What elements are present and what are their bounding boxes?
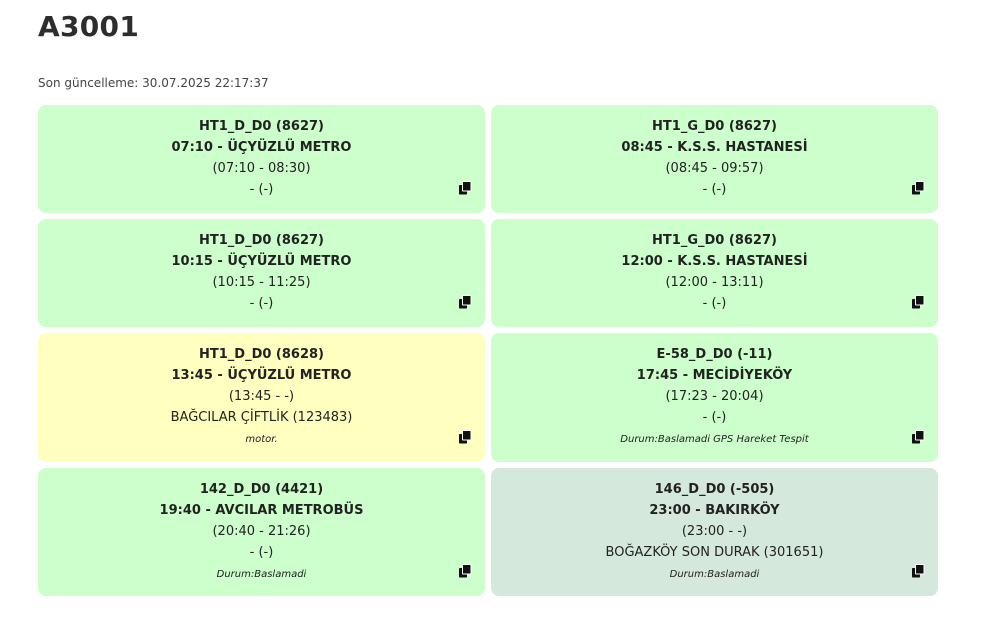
trip-time-range: (23:00 - -) [681,524,748,539]
trip-location: - (-) [249,545,274,560]
trip-time-range: (12:00 - 13:11) [665,275,764,290]
trip-card: HT1_G_D0 (8627) 12:00 - K.S.S. HASTANESİ… [491,219,938,327]
trip-code: 142_D_D0 (4421) [199,482,324,497]
trip-code: HT1_D_D0 (8627) [198,119,324,134]
trip-route: 13:45 - ÜÇYÜZLÜ METRO [171,368,352,383]
trip-time-range: (08:45 - 09:57) [665,161,764,176]
trip-card: 146_D_D0 (-505) 23:00 - BAKIRKÖY (23:00 … [491,468,938,596]
last-updated-text: Son güncelleme: 30.07.2025 22:17:37 [38,76,269,90]
copy-icon[interactable] [911,181,925,195]
trip-location: - (-) [249,182,274,197]
copy-icon[interactable] [911,430,925,444]
trip-card: E-58_D_D0 (-11) 17:45 - MECİDİYEKÖY (17:… [491,333,938,462]
trip-code: 146_D_D0 (-505) [654,482,775,497]
trip-status-note: motor. [245,434,278,445]
trip-location: BAĞCILAR ÇİFTLİK (123483) [170,410,353,425]
trip-card: HT1_D_D0 (8627) 10:15 - ÜÇYÜZLÜ METRO (1… [38,219,485,327]
trip-time-range: (07:10 - 08:30) [212,161,311,176]
copy-icon[interactable] [458,564,472,578]
trip-location: BOĞAZKÖY SON DURAK (301651) [605,545,824,560]
trip-card: HT1_G_D0 (8627) 08:45 - K.S.S. HASTANESİ… [491,105,938,213]
trip-location: - (-) [702,410,727,425]
page-title: A3001 [38,10,140,43]
trip-time-range: (20:40 - 21:26) [212,524,311,539]
copy-icon[interactable] [458,430,472,444]
trip-status-note: Durum:Baslamadi [669,569,760,580]
trip-code: E-58_D_D0 (-11) [656,347,773,362]
trip-location: - (-) [702,296,727,311]
trip-route: 17:45 - MECİDİYEKÖY [636,368,793,383]
copy-icon[interactable] [458,295,472,309]
copy-icon[interactable] [911,564,925,578]
trip-status-note: Durum:Baslamadi [216,569,307,580]
trip-code: HT1_G_D0 (8627) [652,119,777,134]
trip-route: 19:40 - AVCILAR METROBÜS [159,503,364,518]
trip-time-range: (10:15 - 11:25) [212,275,311,290]
trip-status-note: Durum:Baslamadi GPS Hareket Tespit [620,434,809,445]
trip-code: HT1_D_D0 (8628) [198,347,324,362]
trip-code: HT1_D_D0 (8627) [198,233,324,248]
trip-route: 23:00 - BAKIRKÖY [649,503,780,518]
copy-icon[interactable] [911,295,925,309]
trip-time-range: (13:45 - -) [228,389,295,404]
trip-route: 07:10 - ÜÇYÜZLÜ METRO [171,140,352,155]
trip-route: 10:15 - ÜÇYÜZLÜ METRO [171,254,352,269]
copy-icon[interactable] [458,181,472,195]
trip-location: - (-) [702,182,727,197]
trip-route: 08:45 - K.S.S. HASTANESİ [621,140,808,155]
trip-time-range: (17:23 - 20:04) [665,389,764,404]
trip-card: HT1_D_D0 (8628) 13:45 - ÜÇYÜZLÜ METRO (1… [38,333,485,462]
trip-location: - (-) [249,296,274,311]
trip-card: 142_D_D0 (4421) 19:40 - AVCILAR METROBÜS… [38,468,485,596]
trip-code: HT1_G_D0 (8627) [652,233,777,248]
trip-card: HT1_D_D0 (8627) 07:10 - ÜÇYÜZLÜ METRO (0… [38,105,485,213]
trip-route: 12:00 - K.S.S. HASTANESİ [621,254,808,269]
